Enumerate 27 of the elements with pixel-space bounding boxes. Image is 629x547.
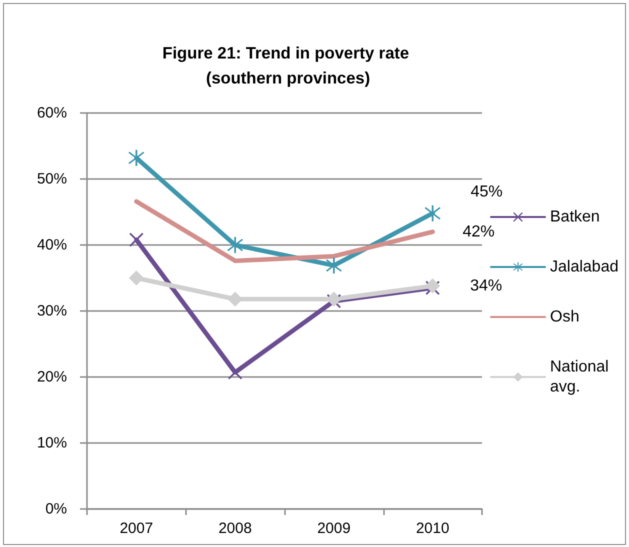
point <box>424 205 441 222</box>
y-tick-label: 60% <box>36 104 67 122</box>
y-tick-label: 40% <box>36 236 67 254</box>
y-tick-label: 30% <box>36 302 67 320</box>
data-label: 42% <box>462 223 495 240</box>
x-tick-label: 2009 <box>317 520 351 537</box>
data-label: 34% <box>470 277 502 294</box>
line-series <box>134 199 435 264</box>
point <box>129 232 144 247</box>
legend-label: Batken <box>550 208 600 226</box>
y-tick-label: 20% <box>36 368 67 386</box>
legend-label: Jalalabad <box>550 258 618 276</box>
legend-label: National avg. <box>550 358 614 396</box>
legend-label: Osh <box>550 308 580 326</box>
chart-title: Figure 21: Trend in poverty rate (southern provinces) <box>162 44 414 88</box>
y-tick-label: 10% <box>36 434 67 452</box>
x-tick-label: 2008 <box>218 520 252 537</box>
y-tick-label: 50% <box>36 170 67 188</box>
y-tick-label: 0% <box>45 500 67 518</box>
data-label: 45% <box>470 183 503 200</box>
point <box>128 150 144 166</box>
x-tick-label: 2007 <box>120 520 154 537</box>
point <box>228 365 242 380</box>
point <box>227 237 244 253</box>
point <box>326 257 342 274</box>
x-tick-label: 2010 <box>416 520 450 537</box>
point <box>128 270 144 286</box>
